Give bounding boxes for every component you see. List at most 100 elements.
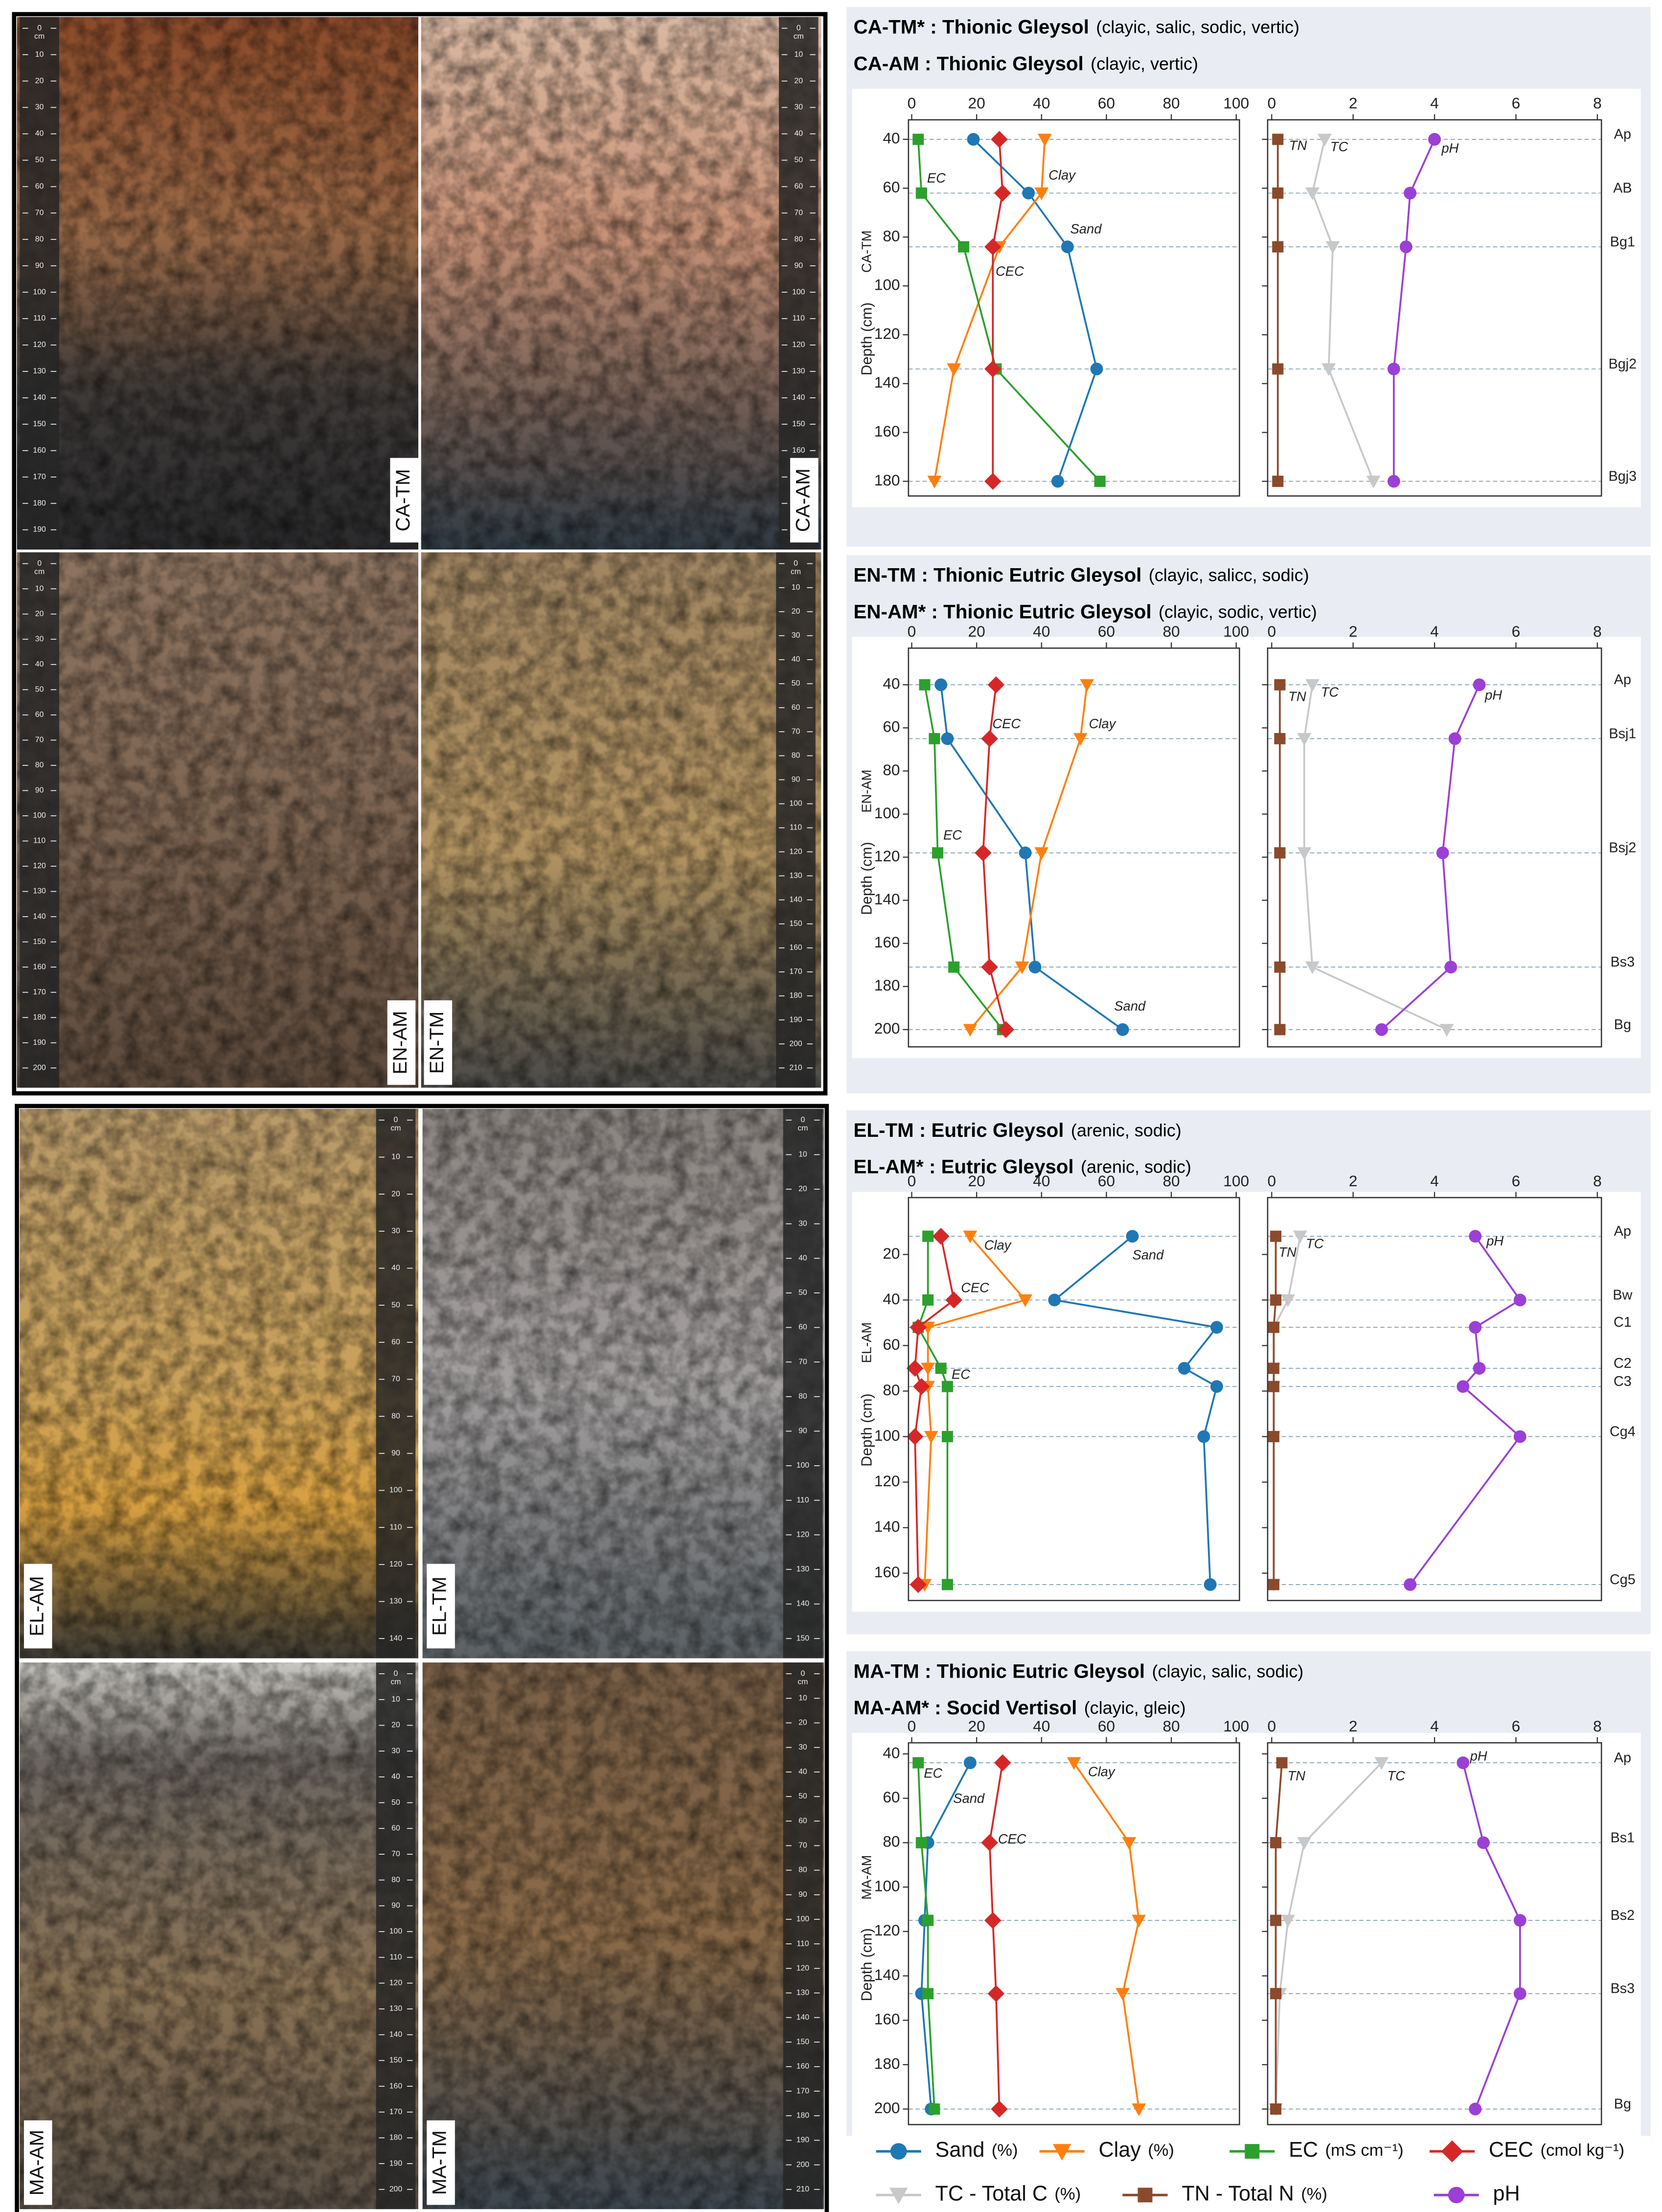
legend-entry: EC (mS cm⁻¹) xyxy=(1289,2138,1404,2162)
ruler-label: 20 xyxy=(798,1719,807,1727)
series-marker xyxy=(1116,1988,1130,2001)
y-tick-label: 180 xyxy=(874,2054,900,2072)
y-axis-label: Depth (cm) xyxy=(859,1393,875,1466)
ruler-label: 120 xyxy=(33,341,46,349)
ruler-label: 40 xyxy=(391,1264,400,1272)
series-marker xyxy=(1272,241,1284,253)
chart-area xyxy=(852,637,1641,1059)
ruler-label: 70 xyxy=(798,1358,807,1366)
ruler-label: 60 xyxy=(798,1817,807,1825)
y-tick-label: 40 xyxy=(883,675,900,692)
series-marker xyxy=(941,732,954,745)
y-tick-label: 40 xyxy=(883,129,900,147)
ruler-label: 120 xyxy=(797,1964,810,1972)
heading-text: EN-TM : Thionic Eutric Gleysol xyxy=(854,564,1142,586)
legend-name: TC - Total C xyxy=(935,2182,1048,2206)
series-marker xyxy=(1374,1757,1389,1770)
series-marker xyxy=(1404,1578,1417,1591)
horizon-label: C3 xyxy=(1614,1374,1632,1389)
x-tick-label: 6 xyxy=(1512,1717,1521,1735)
ruler-label: 70 xyxy=(792,727,800,736)
x-tick-label: 40 xyxy=(1033,622,1050,640)
ruler-label: 40 xyxy=(792,655,800,664)
ruler-label: 110 xyxy=(33,314,46,323)
series-marker xyxy=(941,1381,953,1392)
y-tick-label: 120 xyxy=(874,324,900,342)
legend-entry: pH xyxy=(1493,2182,1520,2206)
ruler-label: 100 xyxy=(792,288,805,296)
series-marker xyxy=(984,238,1002,255)
ruler-label: 40 xyxy=(798,1254,807,1262)
ruler-label: 40 xyxy=(35,660,44,668)
ruler-label: 100 xyxy=(389,1927,403,1936)
heading-qualifiers: (clayic, gleic) xyxy=(1084,1698,1186,1718)
series-label: Clay xyxy=(1088,1764,1116,1779)
series-marker xyxy=(929,2103,940,2115)
series-label: Sand xyxy=(1132,1247,1164,1263)
x-tick-label: 0 xyxy=(1267,1172,1276,1190)
ruler-label: 10 xyxy=(391,1153,400,1161)
heading-qualifiers: (arenic, sodic) xyxy=(1071,1120,1182,1140)
series-marker xyxy=(1210,1321,1223,1334)
legend-marker xyxy=(1052,2144,1071,2161)
series-marker xyxy=(987,1985,1005,2003)
legend-marker xyxy=(889,2188,908,2205)
series-marker xyxy=(981,730,998,747)
x-tick-label: 2 xyxy=(1349,622,1358,640)
series-marker xyxy=(910,1576,927,1593)
ruler-label: 140 xyxy=(33,912,46,921)
series-label: CEC xyxy=(992,716,1021,731)
x-tick-label: 2 xyxy=(1349,1717,1358,1735)
y-tick-label: 60 xyxy=(883,1788,900,1806)
ruler-label: 0 xyxy=(797,24,801,32)
series-marker xyxy=(935,1362,947,1374)
series-marker xyxy=(1473,1362,1486,1375)
series-marker xyxy=(1272,363,1284,375)
y-tick-label: 120 xyxy=(874,847,900,865)
series-marker xyxy=(1457,1380,1470,1393)
heading-qualifiers: (clayic, sodic, vertic) xyxy=(1159,601,1317,622)
x-tick-label: 20 xyxy=(968,1717,985,1735)
x-tick-label: 60 xyxy=(1098,1172,1115,1190)
series-marker xyxy=(984,1912,1002,1929)
ruler-label: 190 xyxy=(789,1015,802,1024)
series-marker xyxy=(1439,1024,1454,1037)
ruler-label: 160 xyxy=(797,2062,810,2071)
ruler-label: 200 xyxy=(389,2185,403,2193)
ruler-label: 90 xyxy=(794,261,803,270)
ruler-label: 10 xyxy=(798,1694,807,1703)
series-marker xyxy=(913,1378,930,1395)
series-label: TN xyxy=(1278,1244,1297,1260)
ruler-label: 90 xyxy=(798,1890,807,1899)
heading-qualifiers: (clayic, salicc, sodic) xyxy=(1149,565,1309,585)
series-marker xyxy=(1272,187,1284,199)
axes-frame xyxy=(908,647,1240,1048)
x-tick-label: 8 xyxy=(1593,1717,1602,1735)
heading-text: MA-TM : Thionic Eutric Gleysol xyxy=(854,1660,1145,1682)
series-label: CEC xyxy=(998,1831,1026,1846)
series-marker xyxy=(1268,1579,1279,1590)
ruler-label: 70 xyxy=(35,736,44,744)
ruler-label: 50 xyxy=(391,1301,400,1309)
ruler-label: 20 xyxy=(798,1185,807,1193)
ruler-label: 140 xyxy=(797,1600,810,1608)
series-marker xyxy=(1268,1362,1279,1374)
series-marker xyxy=(1477,1836,1490,1849)
series-marker xyxy=(963,1230,978,1244)
x-tick-label: 80 xyxy=(1162,1172,1180,1190)
ruler-label: 60 xyxy=(35,711,44,719)
series-marker xyxy=(1305,961,1320,974)
ruler-label: 70 xyxy=(798,1842,807,1850)
heading-text: CA-AM : Thionic Gleysol xyxy=(854,52,1084,74)
series-marker xyxy=(981,1834,998,1851)
series-marker xyxy=(1469,2102,1482,2116)
y-tick-label: 60 xyxy=(883,1336,900,1353)
series-marker xyxy=(1268,1321,1279,1333)
series-label: TC xyxy=(1387,1768,1405,1783)
ruler-label: 70 xyxy=(391,1850,400,1858)
series-marker xyxy=(1034,847,1049,860)
series-marker xyxy=(994,1754,1011,1772)
ruler-label: 150 xyxy=(389,2056,403,2065)
x-tick-label: 0 xyxy=(1267,94,1276,112)
photo-label: EN-AM xyxy=(389,1011,411,1075)
